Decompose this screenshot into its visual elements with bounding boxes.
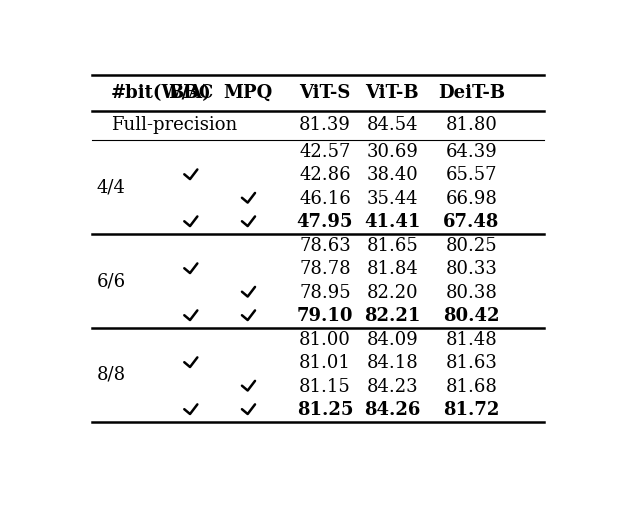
Text: 38.40: 38.40	[366, 166, 418, 184]
Text: 66.98: 66.98	[446, 190, 497, 208]
Text: 81.72: 81.72	[443, 401, 500, 419]
Text: 81.48: 81.48	[446, 331, 497, 349]
Text: 8/8: 8/8	[97, 366, 126, 384]
Text: DeiT-B: DeiT-B	[438, 84, 505, 102]
Text: 80.33: 80.33	[446, 260, 497, 278]
Text: 42.57: 42.57	[299, 143, 351, 161]
Text: 84.09: 84.09	[366, 331, 418, 349]
Text: 78.63: 78.63	[299, 237, 351, 255]
Text: 84.23: 84.23	[366, 378, 418, 396]
Text: 81.15: 81.15	[299, 378, 351, 396]
Text: 81.00: 81.00	[299, 331, 351, 349]
Text: 81.65: 81.65	[366, 237, 418, 255]
Text: 84.26: 84.26	[364, 401, 420, 419]
Text: 81.68: 81.68	[446, 378, 497, 396]
Text: 67.48: 67.48	[443, 213, 500, 231]
Text: 4/4: 4/4	[97, 178, 126, 196]
Text: 46.16: 46.16	[299, 190, 351, 208]
Text: #bit(W/A): #bit(W/A)	[111, 84, 212, 102]
Text: 84.54: 84.54	[366, 116, 418, 135]
Text: ViT-S: ViT-S	[299, 84, 351, 102]
Text: BBC: BBC	[168, 84, 213, 102]
Text: 82.20: 82.20	[366, 284, 418, 302]
Text: 64.39: 64.39	[446, 143, 497, 161]
Text: 65.57: 65.57	[446, 166, 497, 184]
Text: 81.25: 81.25	[297, 401, 353, 419]
Text: 81.63: 81.63	[446, 354, 497, 372]
Text: 82.21: 82.21	[364, 307, 420, 325]
Text: 80.42: 80.42	[443, 307, 500, 325]
Text: 81.39: 81.39	[299, 116, 351, 135]
Text: 30.69: 30.69	[366, 143, 418, 161]
Text: 42.86: 42.86	[299, 166, 351, 184]
Text: Full-precision: Full-precision	[111, 116, 237, 135]
Text: 78.95: 78.95	[299, 284, 351, 302]
Text: 81.01: 81.01	[299, 354, 351, 372]
Text: 6/6: 6/6	[97, 272, 126, 290]
Text: 41.41: 41.41	[364, 213, 420, 231]
Text: 78.78: 78.78	[299, 260, 351, 278]
Text: 81.80: 81.80	[446, 116, 497, 135]
Text: 35.44: 35.44	[366, 190, 418, 208]
Text: 47.95: 47.95	[297, 213, 353, 231]
Text: 79.10: 79.10	[297, 307, 353, 325]
Text: 81.84: 81.84	[366, 260, 418, 278]
Text: MPQ: MPQ	[223, 84, 273, 102]
Text: 84.18: 84.18	[366, 354, 418, 372]
Text: 80.25: 80.25	[446, 237, 497, 255]
Text: 80.38: 80.38	[446, 284, 497, 302]
Text: ViT-B: ViT-B	[365, 84, 419, 102]
